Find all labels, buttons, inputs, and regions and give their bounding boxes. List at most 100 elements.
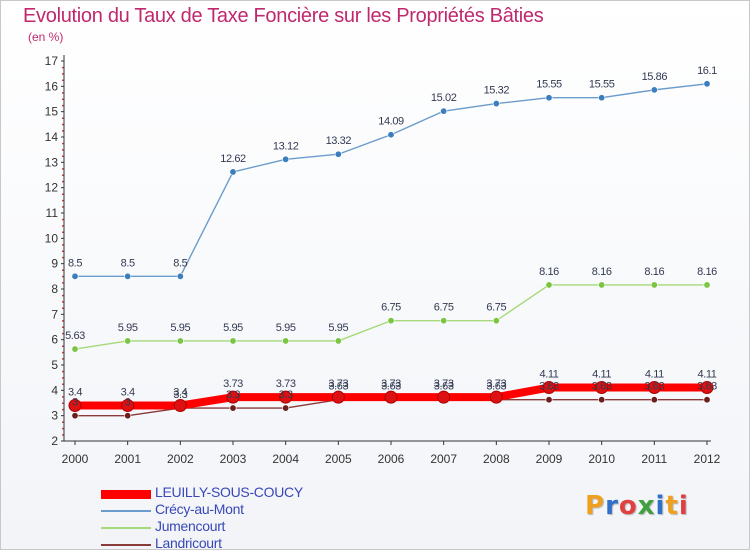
y-tick-label: 4 [51, 383, 58, 397]
data-label-3: 3.3 [226, 389, 240, 401]
y-tick-label: 14 [45, 130, 59, 144]
y-minor-tick [62, 408, 64, 411]
data-label-0: 4.11 [540, 369, 559, 381]
y-tick-label: 12 [45, 181, 59, 195]
y-minor-tick [62, 79, 64, 81]
y-minor-tick [62, 326, 64, 328]
y-minor-tick [62, 377, 64, 379]
data-label-0: 3.4 [121, 387, 135, 399]
series-point-1 [176, 272, 184, 280]
y-minor-tick [62, 358, 64, 360]
data-label-1: 16.1 [697, 65, 717, 77]
x-tick-label: 2001 [114, 452, 141, 466]
y-minor-tick [62, 244, 64, 246]
x-tick-label: 2005 [325, 452, 352, 466]
series-point-3 [650, 396, 658, 404]
series-line-2 [74, 284, 707, 350]
series-point-0 [700, 381, 714, 395]
series-point-0 [279, 390, 293, 404]
series-point-2 [229, 337, 237, 345]
data-label-1: 13.12 [273, 140, 299, 152]
series-point-3 [124, 412, 132, 420]
y-tick-label: 15 [45, 105, 59, 119]
series-point-1 [229, 168, 237, 176]
y-minor-tick [62, 92, 64, 94]
data-label-2: 8.16 [644, 266, 664, 278]
y-tick-label: 16 [45, 79, 59, 93]
data-label-0: 3.73 [486, 378, 506, 390]
y-tick-label: 8 [51, 282, 58, 296]
data-label-2: 5.95 [276, 322, 296, 334]
series-point-0 [384, 390, 398, 404]
series-point-1 [650, 86, 658, 94]
y-minor-tick [62, 351, 64, 354]
series-point-1 [334, 150, 342, 158]
data-label-1: 8.5 [173, 257, 187, 269]
x-tick-label: 2003 [220, 452, 247, 466]
y-tick-label: 10 [45, 231, 59, 245]
legend-label: LEUILLY-SOUS-COUCY [155, 484, 303, 500]
y-minor-tick [62, 402, 64, 404]
x-tick-label: 2002 [167, 452, 194, 466]
y-minor-tick [62, 130, 64, 132]
series-point-2 [176, 337, 184, 345]
series-point-0 [173, 399, 187, 413]
x-tick-label: 2008 [483, 452, 510, 466]
data-label-3: 3.63 [539, 381, 559, 393]
data-label-2: 5.95 [170, 322, 190, 334]
series-point-1 [71, 272, 79, 280]
series-point-2 [282, 337, 290, 345]
series-point-0 [595, 381, 609, 395]
data-label-0: 4.11 [592, 369, 611, 381]
data-label-2: 5.95 [328, 322, 348, 334]
y-minor-tick [62, 206, 64, 208]
y-minor-tick [62, 149, 64, 151]
data-label-1: 14.09 [378, 116, 404, 128]
legend-swatch [101, 510, 151, 512]
y-minor-tick [62, 370, 64, 373]
data-label-2: 6.75 [486, 302, 506, 314]
data-label-3: 3 [125, 397, 131, 409]
x-tick-label: 2000 [62, 452, 89, 466]
y-minor-tick [62, 301, 64, 303]
series-point-1 [545, 94, 553, 102]
y-minor-tick [62, 231, 64, 233]
series-line-1 [75, 83, 708, 278]
data-label-2: 5.95 [223, 322, 243, 334]
data-label-1: 15.86 [642, 71, 668, 83]
series-point-3 [545, 396, 553, 404]
y-minor-tick [62, 225, 64, 227]
data-label-1: 15.02 [431, 92, 457, 104]
y-minor-tick [62, 117, 64, 119]
series-point-2 [440, 317, 448, 325]
y-minor-tick [62, 73, 64, 75]
y-minor-tick [62, 427, 64, 430]
y-minor-tick [62, 123, 64, 126]
data-label-1: 8.5 [68, 257, 82, 269]
data-label-0: 4.11 [645, 369, 664, 381]
legend-swatch [101, 527, 151, 529]
y-minor-tick [62, 282, 64, 284]
chart-axes: 2 3 4 5 6 7 8 9 10 11 12 13 14 15 16 17 2000 2001 2002 2003… [45, 54, 721, 466]
series-point-1 [282, 155, 290, 163]
data-label-0: 3.73 [328, 378, 348, 390]
y-tick-label: 7 [51, 307, 58, 321]
y-minor-tick [62, 269, 64, 271]
y-minor-tick [62, 142, 64, 145]
y-minor-tick [62, 434, 64, 436]
data-label-2: 6.75 [434, 302, 454, 314]
y-minor-tick [62, 250, 64, 252]
data-label-3: 3.63 [644, 381, 664, 393]
data-label-2: 8.16 [592, 266, 612, 278]
y-minor-tick [62, 396, 64, 398]
series-point-0 [68, 399, 82, 413]
y-minor-tick [62, 98, 64, 100]
data-label-3: 3.63 [434, 381, 454, 393]
y-minor-tick [62, 104, 64, 107]
data-label-3: 3.3 [279, 389, 293, 401]
data-label-0: 3.73 [276, 378, 296, 390]
series-point-2 [71, 345, 79, 353]
data-label-3: 3.63 [381, 381, 401, 393]
series-point-3 [282, 404, 290, 412]
